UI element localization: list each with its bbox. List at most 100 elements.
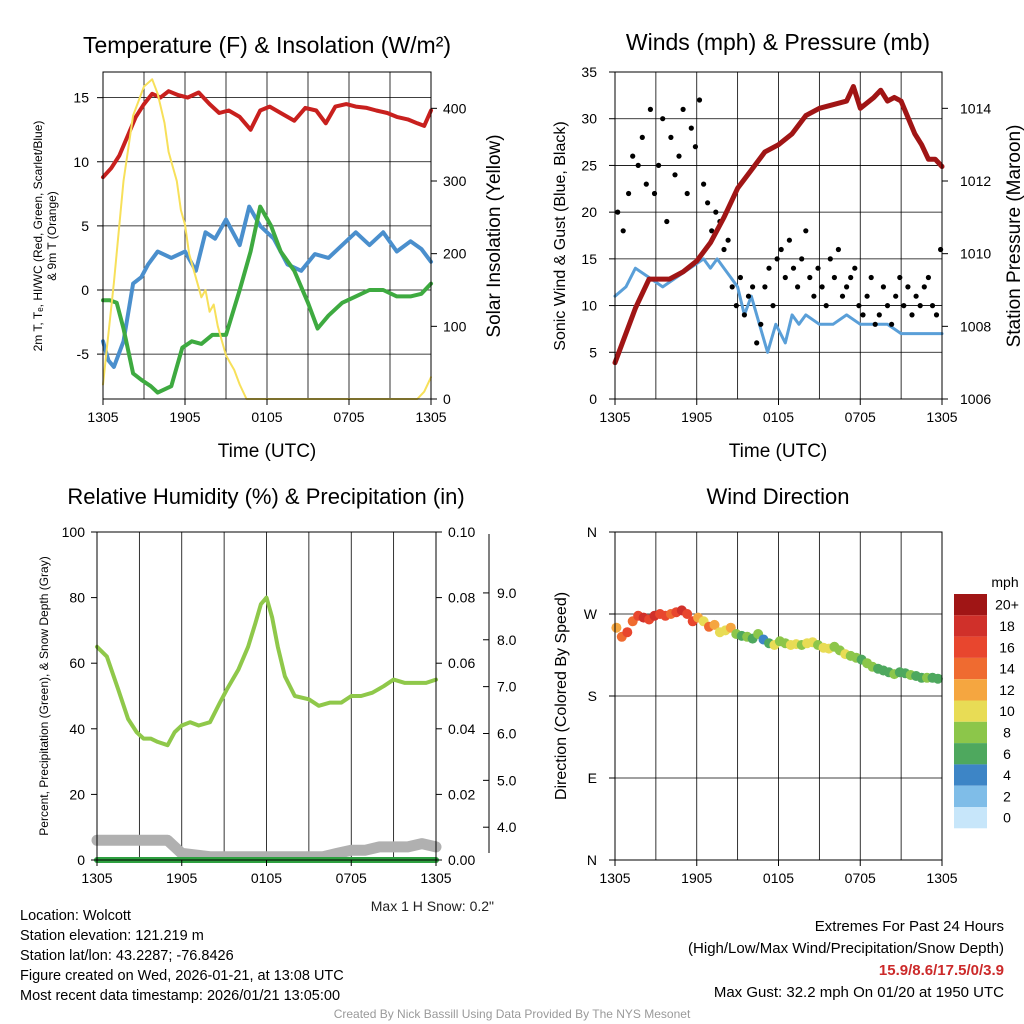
winds-y2tick-label: 1008 bbox=[960, 318, 991, 334]
figure-created: Figure created on Wed, 2026-01-21, at 13… bbox=[20, 968, 344, 984]
winds-ytick-label: 5 bbox=[589, 344, 597, 360]
direction-ytick-label: N bbox=[587, 852, 597, 868]
rh-xtick-label: 1305 bbox=[81, 870, 112, 886]
winds-y2label: Station Pressure (Maroon) bbox=[1004, 125, 1024, 348]
gust-point bbox=[754, 340, 760, 346]
temp-ylabel: 2m T, Tₑ, HI/WC (Red, Green, Scarlet/Blu… bbox=[31, 121, 45, 352]
gust-point bbox=[774, 256, 780, 262]
rh-y2tick-label: 0.06 bbox=[448, 655, 475, 671]
extremes-values: 15.9/8.6/17.5/0/3.9 bbox=[878, 962, 1004, 979]
temp-ylabel-2: & 9m T (Orange) bbox=[45, 191, 59, 281]
gust-point bbox=[709, 228, 715, 234]
rh-ytick-label: 60 bbox=[69, 655, 85, 671]
gust-point bbox=[905, 284, 911, 290]
speed-legend-swatch bbox=[954, 594, 987, 616]
gust-point bbox=[901, 303, 907, 309]
gust-point bbox=[701, 181, 707, 187]
direction-xtick-label: 0105 bbox=[763, 870, 794, 886]
pressure-line bbox=[612, 84, 945, 366]
gust-point bbox=[921, 284, 927, 290]
winds-ytick-label: 0 bbox=[589, 391, 597, 407]
direction-point bbox=[611, 622, 622, 633]
speed-legend-swatch bbox=[954, 764, 987, 786]
rh-xtick-label: 1305 bbox=[420, 870, 451, 886]
speed-legend-label: 14 bbox=[999, 661, 1015, 677]
gust-point bbox=[721, 246, 727, 253]
gust-point bbox=[872, 321, 878, 327]
rh-panel: Relative Humidity (%) & Precipitation (i… bbox=[37, 484, 517, 914]
gust-point bbox=[831, 274, 838, 281]
recent-timestamp: Most recent data timestamp: 2026/01/21 1… bbox=[20, 988, 341, 1004]
max-gust: Max Gust: 32.2 mph On 01/20 at 1950 UTC bbox=[713, 984, 1004, 1001]
gust-point bbox=[819, 284, 825, 290]
winds-panel: Winds (mph) & Pressure (mb) 0 5 10 15 20 25 30… bbox=[552, 29, 1024, 462]
speed-legend-label: 0 bbox=[1003, 810, 1011, 826]
speed-legend-swatch bbox=[954, 636, 987, 658]
gust-point bbox=[823, 303, 829, 309]
gust-point bbox=[615, 209, 621, 215]
gust-point bbox=[852, 265, 858, 271]
gust-point bbox=[790, 265, 797, 271]
gust-point bbox=[803, 228, 809, 234]
temp-xlabel: Time (UTC) bbox=[218, 441, 317, 462]
gust-point bbox=[692, 144, 699, 150]
rh-xtick-label: 1905 bbox=[166, 870, 197, 886]
gust-point bbox=[795, 284, 801, 290]
humidity-line bbox=[95, 595, 438, 748]
gust-point bbox=[639, 134, 645, 140]
gust-point bbox=[868, 274, 874, 281]
winds-xlabel: Time (UTC) bbox=[729, 441, 828, 462]
gust-point bbox=[620, 228, 626, 234]
speed-legend-label: 16 bbox=[999, 639, 1015, 655]
gust-point bbox=[758, 321, 764, 327]
speed-legend-swatch bbox=[954, 807, 987, 829]
temp-y2tick-label: 0 bbox=[443, 391, 451, 407]
gust-point bbox=[876, 312, 882, 318]
rh-xtick-label: 0705 bbox=[336, 870, 367, 886]
direction-ytick-label: E bbox=[588, 770, 597, 786]
temp-y2label: Solar Insolation (Yellow) bbox=[484, 134, 505, 337]
gust-point bbox=[635, 162, 641, 168]
temp-xtick-label: 0705 bbox=[333, 409, 364, 425]
station-location: Location: Wolcott bbox=[20, 908, 131, 924]
direction-xtick-label: 1305 bbox=[599, 870, 630, 886]
dewpoint-line bbox=[101, 204, 433, 369]
speed-legend-swatch bbox=[954, 700, 987, 722]
gust-point bbox=[672, 172, 678, 178]
gust-point bbox=[643, 181, 649, 187]
rh-ytick-label: 20 bbox=[69, 786, 85, 802]
gust-point bbox=[839, 293, 846, 299]
speed-legend-swatch bbox=[954, 657, 987, 680]
direction-xtick-label: 1305 bbox=[926, 870, 957, 886]
gust-point bbox=[741, 312, 748, 318]
direction-series bbox=[611, 605, 943, 684]
gust-point bbox=[705, 200, 711, 206]
direction-ytick-label: S bbox=[588, 688, 597, 704]
winds-ytick-label: 25 bbox=[581, 157, 597, 173]
snow-tick-label: 4.0 bbox=[497, 819, 517, 835]
credit-line: Created By Nick Bassill Using Data Provi… bbox=[333, 1007, 691, 1021]
gust-point bbox=[848, 274, 854, 281]
direction-point bbox=[932, 673, 943, 684]
temp-ytick-label: 5 bbox=[81, 218, 89, 234]
gust-point bbox=[807, 274, 813, 281]
rh-title: Relative Humidity (%) & Precipitation (i… bbox=[67, 484, 464, 509]
temp-y2tick-label: 400 bbox=[443, 100, 467, 116]
direction-xtick-label: 1905 bbox=[681, 870, 712, 886]
speed-legend-swatch bbox=[954, 615, 987, 637]
winds-ytick-label: 35 bbox=[581, 64, 597, 80]
station-elevation: Station elevation: 121.219 m bbox=[20, 928, 204, 944]
gust-point bbox=[815, 265, 821, 271]
snow-tick-label: 9.0 bbox=[497, 585, 517, 601]
winds-ytick-label: 30 bbox=[581, 111, 597, 127]
gust-point bbox=[799, 256, 805, 262]
rh-y2tick-label: 0.02 bbox=[448, 786, 475, 802]
gust-point bbox=[626, 190, 632, 197]
speed-legend-swatch bbox=[954, 743, 987, 765]
gust-point bbox=[897, 274, 903, 281]
gust-point bbox=[856, 303, 862, 309]
temp-ytick-label: 0 bbox=[81, 282, 89, 298]
